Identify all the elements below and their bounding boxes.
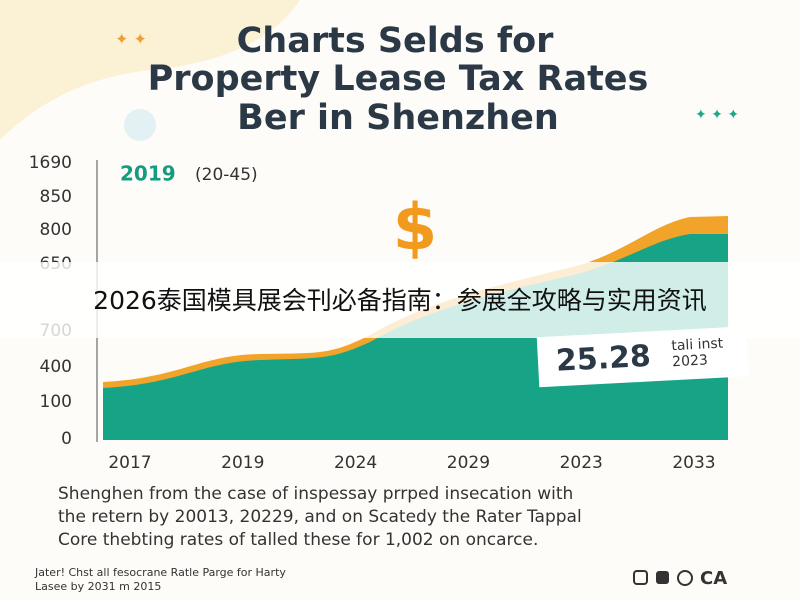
callout-value: 25.28 bbox=[555, 339, 652, 379]
icon bbox=[677, 570, 693, 586]
footer-line: Jater! Chst all fesocrane Ratle Parge fo… bbox=[34, 566, 286, 579]
icon bbox=[633, 570, 648, 585]
x-label: 2023 bbox=[560, 453, 603, 473]
banner-bg bbox=[0, 262, 800, 338]
footer-brand: CA bbox=[700, 568, 727, 589]
icon bbox=[656, 571, 669, 584]
dollar-icon: $ bbox=[393, 192, 438, 266]
description-line: Core thebting rates of talled these for … bbox=[58, 530, 538, 550]
x-label: 2033 bbox=[672, 453, 715, 473]
y-label: 1690 bbox=[29, 153, 72, 173]
title-line: Ber in Shenzhen bbox=[237, 98, 559, 138]
callout: 25.28 tali inst 2023 bbox=[536, 326, 750, 388]
description-line: the retern by 20013, 20229, and on Scate… bbox=[58, 507, 582, 527]
decor-dot bbox=[124, 109, 156, 141]
callout-note: 2023 bbox=[672, 352, 708, 370]
highlight-range: (20-45) bbox=[195, 165, 258, 185]
title-line: Charts Selds for bbox=[237, 21, 555, 61]
x-label: 2019 bbox=[221, 453, 264, 473]
title-line: Property Lease Tax Rates bbox=[148, 59, 649, 99]
highlight-year: 2019 bbox=[120, 162, 176, 186]
x-label: 2017 bbox=[108, 453, 151, 473]
y-label: 0 bbox=[61, 429, 72, 449]
sparkle: ✦ ✦ ✦ bbox=[695, 107, 739, 123]
x-label: 2029 bbox=[447, 453, 490, 473]
corner-blob bbox=[0, 0, 300, 140]
y-labels: 16908508006507004001000 bbox=[29, 153, 72, 449]
footer-icons bbox=[633, 570, 693, 586]
y-label: 400 bbox=[40, 357, 72, 377]
sparkle: ✦ ✦ bbox=[115, 30, 147, 49]
description-line: Shenghen from the case of inspessay prrp… bbox=[58, 484, 573, 504]
x-label: 2024 bbox=[334, 453, 377, 473]
x-labels: 2017 2019 2024 2029 2023 2033 bbox=[108, 453, 715, 473]
footer-line: Lasee by 2031 m 2015 bbox=[35, 580, 161, 593]
y-label: 850 bbox=[40, 187, 72, 207]
y-label: 100 bbox=[40, 392, 72, 412]
y-label: 800 bbox=[40, 220, 72, 240]
callout-note: tali inst bbox=[671, 336, 724, 355]
banner-text: 2026泰国模具展会刊必备指南：参展全攻略与实用资讯 bbox=[93, 286, 707, 315]
callout-box bbox=[536, 326, 750, 388]
